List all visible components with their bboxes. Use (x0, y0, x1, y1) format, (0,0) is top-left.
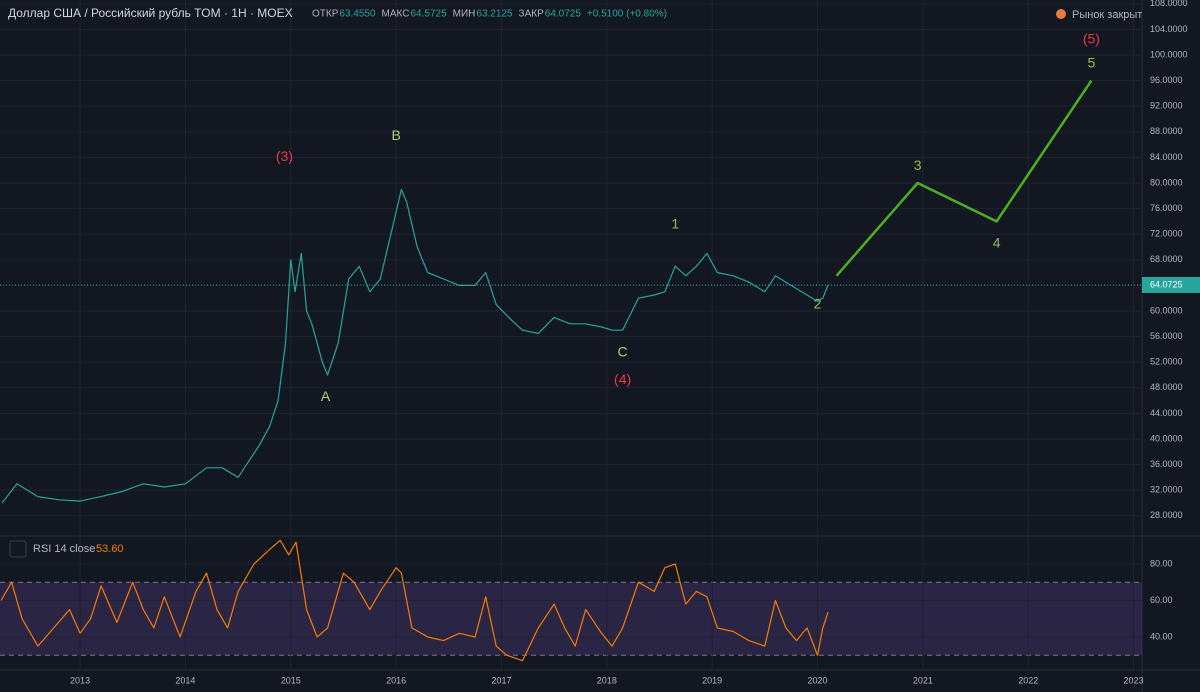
x-tick-label: 2013 (70, 675, 90, 685)
ohlc-value: 64.0725 (545, 9, 582, 20)
collapse-button[interactable] (9, 540, 27, 558)
y-tick-label: 32.0000 (1150, 485, 1183, 495)
ohlc-value: 63.4550 (339, 9, 376, 20)
x-tick-label: 2020 (808, 675, 828, 685)
x-tick-label: 2017 (491, 675, 511, 685)
x-tick-label: 2018 (597, 675, 617, 685)
x-tick-label: 2021 (913, 675, 933, 685)
wave-label: (5) (1083, 30, 1100, 46)
y-tick-label: 36.0000 (1150, 459, 1183, 469)
rsi-label: RSI 14 close (33, 543, 95, 555)
y-tick-label: 80.0000 (1150, 177, 1183, 187)
wave-label: 5 (1088, 55, 1096, 71)
last-price-box (1142, 276, 1200, 293)
x-tick-label: 2014 (175, 675, 195, 685)
wave-label: (3) (276, 148, 293, 164)
series-line (1, 188, 829, 504)
rsi-value: 53.60 (96, 543, 124, 555)
wave-label: C (618, 343, 628, 359)
title: Доллар США / Российский рубль TOM · 1H ·… (8, 6, 293, 20)
y-tick-label: 52.0000 (1150, 357, 1183, 367)
y-tick-label: 56.0000 (1150, 331, 1183, 341)
wave-label: A (321, 388, 331, 404)
projection-line (835, 79, 1093, 277)
x-tick-label: 2019 (702, 675, 722, 685)
y-tick-label: 60.00 (1150, 595, 1173, 605)
y-tick-label: 28.0000 (1150, 510, 1183, 520)
y-tick-label: 92.0000 (1150, 101, 1183, 111)
series-line (0, 539, 829, 662)
y-tick-label: 96.0000 (1150, 75, 1183, 85)
ohlc-value: 64.5725 (410, 9, 447, 20)
x-tick-label: 2023 (1124, 675, 1144, 685)
y-tick-label: 68.0000 (1150, 254, 1183, 264)
x-tick-label: 2016 (386, 675, 406, 685)
y-tick-label: 76.0000 (1150, 203, 1183, 213)
y-tick-label: 44.0000 (1150, 408, 1183, 418)
y-tick-label: 88.0000 (1150, 126, 1183, 136)
wave-label: B (391, 127, 400, 143)
wave-label: 3 (914, 157, 922, 173)
y-tick-label: 80.00 (1150, 558, 1173, 568)
y-tick-label: 48.0000 (1150, 382, 1183, 392)
wave-label: 4 (993, 235, 1001, 251)
change: +0.5100 (+0.80%) (587, 9, 667, 20)
header: Доллар США / Российский рубль TOM · 1H ·… (8, 6, 293, 20)
ohlc-label: ОТКР (312, 9, 339, 20)
wave-label: 2 (814, 295, 822, 311)
rsi-band (0, 582, 1142, 656)
y-tick-label: 60.0000 (1150, 305, 1183, 315)
x-tick-label: 2015 (281, 675, 301, 685)
y-tick-label: 40.00 (1150, 631, 1173, 641)
status: Рынок закрыт (1072, 9, 1142, 21)
y-tick-label: 108.0000 (1150, 0, 1188, 8)
wave-label: 1 (671, 215, 679, 231)
y-tick-label: 100.0000 (1150, 49, 1188, 59)
ohlc-label: МИН (453, 9, 476, 20)
ohlc-label: ЗАКР (519, 9, 545, 20)
last-price-label: 64.0725 (1150, 279, 1183, 289)
ohlc-value: 63.2125 (476, 9, 513, 20)
status-icon (1056, 9, 1066, 19)
y-tick-label: 40.0000 (1150, 433, 1183, 443)
wave-label: (4) (614, 371, 631, 387)
y-tick-label: 72.0000 (1150, 229, 1183, 239)
y-tick-label: 84.0000 (1150, 152, 1183, 162)
x-tick-label: 2022 (1018, 675, 1038, 685)
ohlc-label: МАКС (382, 9, 410, 20)
y-tick-label: 104.0000 (1150, 24, 1188, 34)
